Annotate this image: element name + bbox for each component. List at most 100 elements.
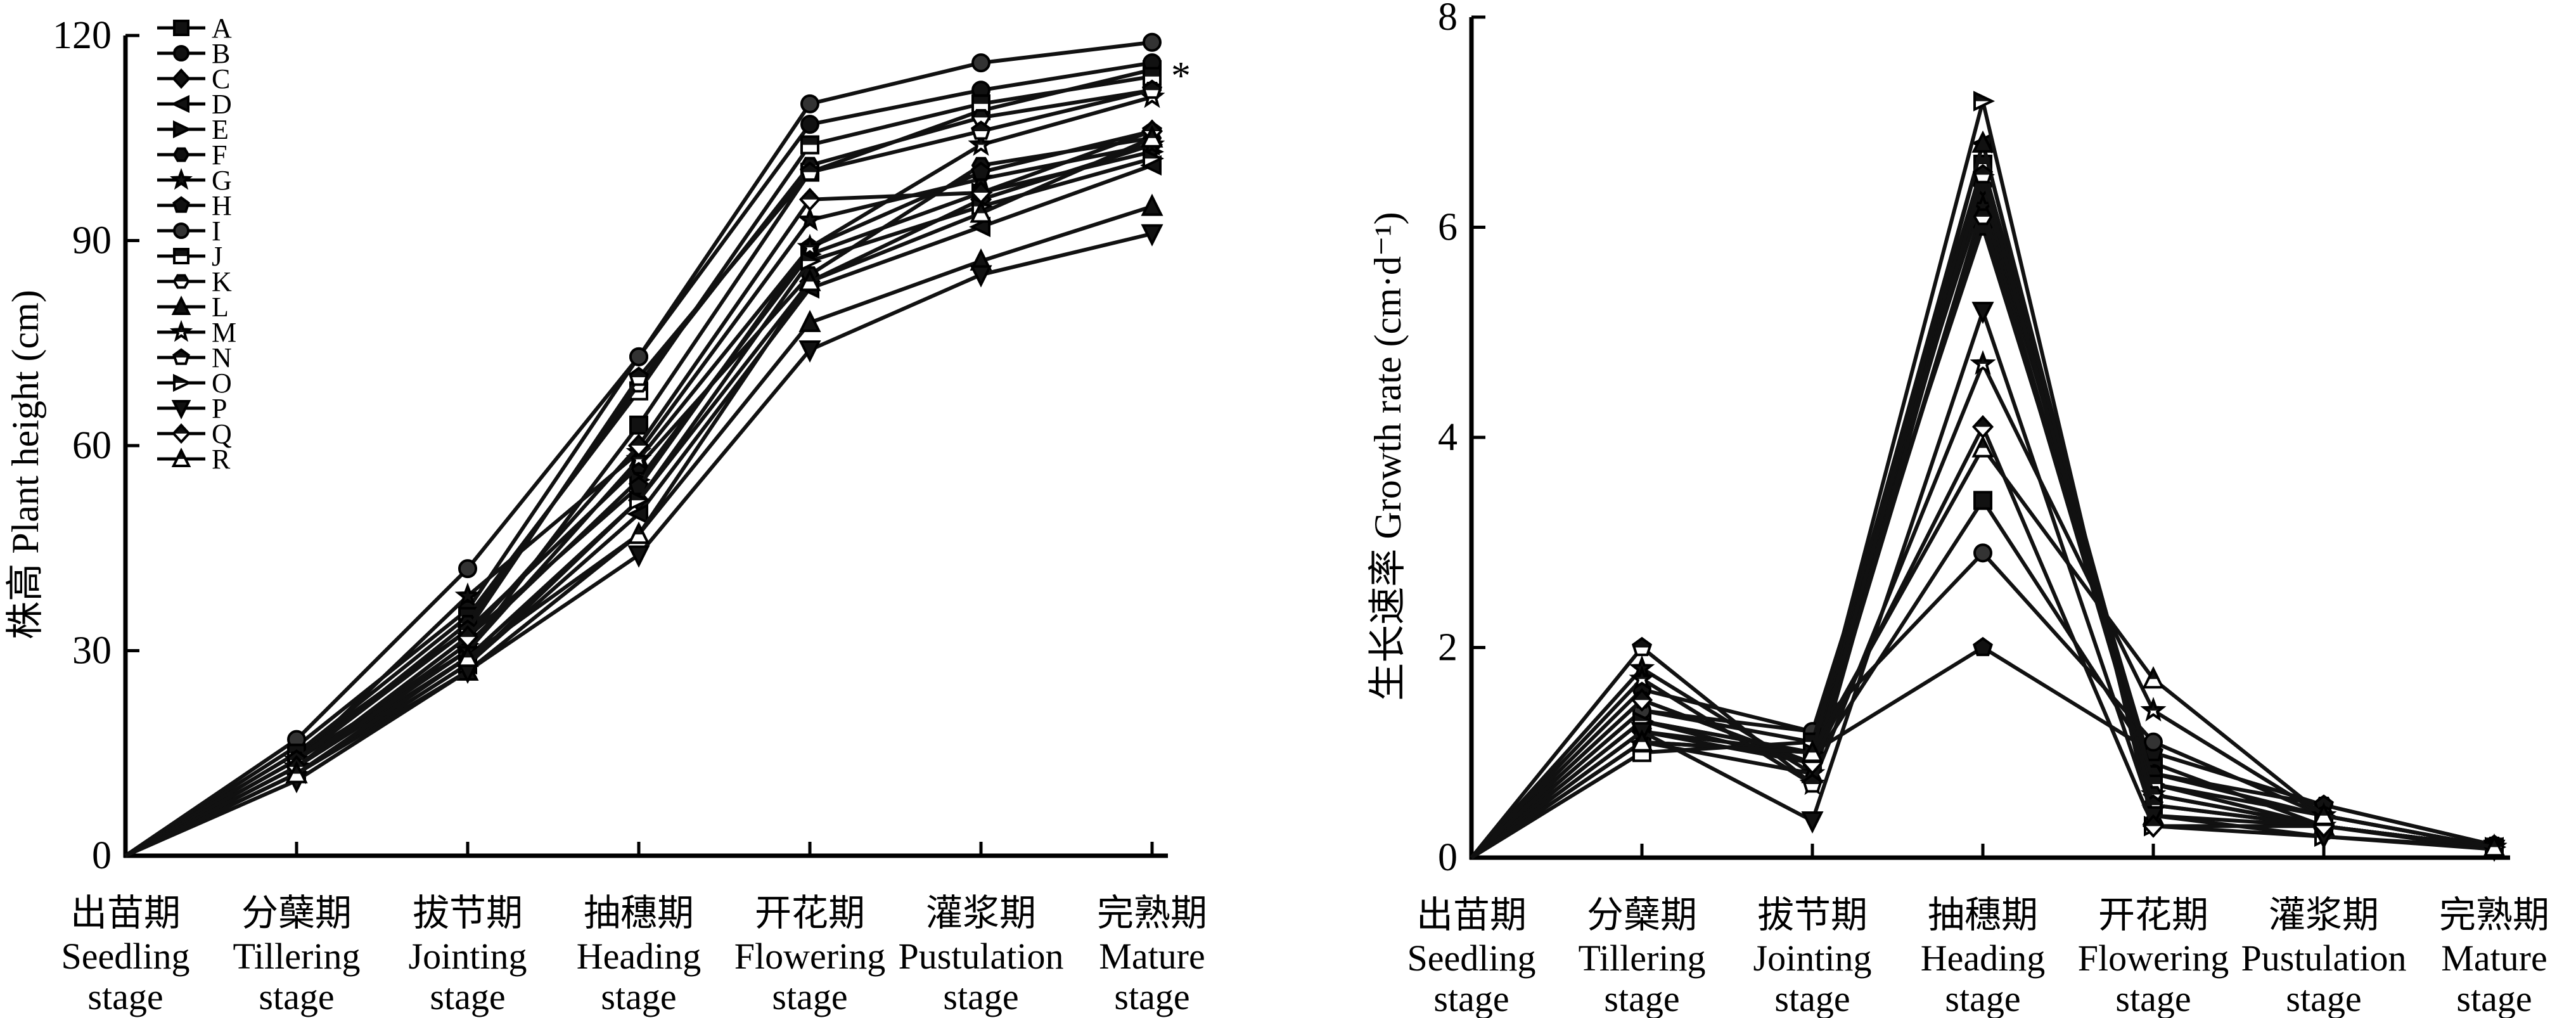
legend-label: G	[212, 165, 232, 196]
legend-marker	[172, 196, 190, 213]
rate-x-label-zh: 出苗期	[1416, 894, 1527, 936]
legend-label: H	[212, 190, 232, 221]
height-x-label-zh: 完熟期	[1097, 892, 1207, 934]
rate-series-R	[1470, 435, 2506, 860]
height-x-label-zh: 拔节期	[413, 892, 523, 934]
height-data-point	[970, 265, 992, 288]
height-x-label-stage: stage	[430, 976, 505, 1017]
rate-series-P	[1470, 302, 2506, 862]
legend-item: F	[157, 139, 227, 171]
legend-marker	[173, 222, 189, 239]
rate-series-line	[1470, 178, 2495, 860]
rate-x-label-en: Tillering	[1579, 937, 1706, 979]
legend-marker	[173, 120, 192, 139]
rate-x-label-en: Flowering	[2078, 937, 2229, 979]
legend-label: B	[212, 38, 230, 69]
rate-series-H	[1470, 636, 2504, 860]
height-data-point	[798, 309, 821, 332]
height-data-point	[798, 340, 821, 363]
legend-marker	[170, 94, 189, 113]
legend-item: E	[157, 114, 229, 145]
legend-item: O	[157, 368, 232, 399]
rate-x-label-zh: 分蘖期	[1587, 894, 1697, 936]
height-data-point	[1143, 32, 1162, 52]
legend-item: P	[157, 393, 227, 424]
rate-data-point	[1973, 543, 1992, 563]
height-data-point	[629, 347, 648, 366]
legend-item: G	[157, 165, 232, 196]
legend-label: A	[212, 13, 232, 44]
height-x-label-zh: 出苗期	[70, 892, 181, 934]
rate-x-label-stage: stage	[1945, 978, 2020, 1018]
height-data-point	[971, 161, 991, 181]
legend-item: K	[157, 266, 232, 297]
height-data-point	[969, 216, 990, 238]
height-data-point	[1141, 224, 1163, 247]
rate-x-label-stage: stage	[1774, 978, 1850, 1018]
legend-marker	[171, 295, 191, 315]
height-x-label-stage: stage	[87, 976, 163, 1017]
legend-label: K	[212, 266, 232, 297]
height-series-I	[124, 32, 1162, 858]
rate-x-label-zh: 完熟期	[2439, 894, 2549, 936]
height-y-tick-label: 30	[72, 629, 112, 673]
legend-label: L	[212, 292, 229, 323]
legend-label: N	[212, 342, 232, 373]
legend-label: O	[212, 368, 232, 399]
legend-label: M	[212, 317, 236, 348]
rate-x-label-stage: stage	[1604, 978, 1679, 1018]
legend-item: B	[157, 38, 230, 69]
height-x-label-en: Flowering	[734, 936, 885, 977]
legend-marker	[171, 400, 191, 420]
legend-item: A	[157, 13, 232, 44]
legend-item: N	[157, 342, 232, 373]
rate-data-point	[1971, 302, 1994, 325]
legend-item: I	[157, 216, 221, 247]
legend-item: Q	[157, 418, 232, 449]
height-data-point	[797, 206, 823, 231]
height-x-label-en: Jointing	[409, 936, 527, 977]
height-x-label-zh: 灌浆期	[926, 892, 1036, 934]
legend-item: C	[157, 63, 230, 94]
legend-item: D	[157, 89, 232, 120]
legend-item: J	[157, 241, 222, 272]
height-data-point	[800, 115, 819, 134]
rate-y-tick-label: 0	[1438, 836, 1458, 879]
height-x-label-zh: 分蘖期	[241, 892, 352, 934]
height-x-label-en: Heading	[577, 936, 702, 977]
rate-series-line	[1470, 189, 2495, 860]
height-data-point	[627, 545, 650, 568]
height-y-tick-label: 120	[53, 14, 112, 57]
legend-label: I	[212, 216, 221, 247]
rate-series-C	[1470, 173, 2506, 860]
legend-label: D	[212, 89, 232, 120]
height-y-axis-title: 株高 Plant height (cm)	[4, 290, 46, 640]
height-data-point	[629, 475, 649, 496]
rate-x-label-zh: 开花期	[2098, 894, 2208, 936]
height-x-label-stage: stage	[943, 976, 1018, 1017]
rate-x-label-stage: stage	[2286, 978, 2361, 1018]
height-data-point	[971, 53, 990, 73]
height-data-point	[629, 415, 648, 435]
rate-x-label-stage: stage	[2456, 978, 2532, 1018]
height-data-point	[1141, 193, 1163, 216]
height-y-tick-label: 60	[72, 424, 112, 467]
height-series-R	[124, 125, 1163, 858]
rate-series-B	[1470, 186, 2504, 860]
rate-data-point	[1801, 811, 1824, 834]
legend-label: R	[212, 444, 231, 475]
height-x-label-stage: stage	[601, 976, 676, 1017]
rate-x-label-en: Pustulation	[2241, 937, 2406, 979]
rate-series-Q	[1470, 415, 2506, 860]
rate-x-label-en: Mature	[2441, 937, 2547, 979]
rate-series-line	[1470, 305, 2495, 860]
legend-marker	[172, 68, 191, 89]
height-x-label-en: Pustulation	[898, 936, 1063, 977]
rate-y-axis-title: 生长速率 Growth rate (cm·d⁻¹)	[1367, 212, 1409, 700]
height-x-label-stage: stage	[259, 976, 334, 1017]
height-x-label-stage: stage	[1114, 976, 1189, 1017]
height-x-label-stage: stage	[772, 976, 847, 1017]
legend-label: J	[212, 241, 222, 272]
height-data-point	[458, 559, 477, 579]
rate-x-label-zh: 抽穗期	[1928, 894, 2038, 936]
